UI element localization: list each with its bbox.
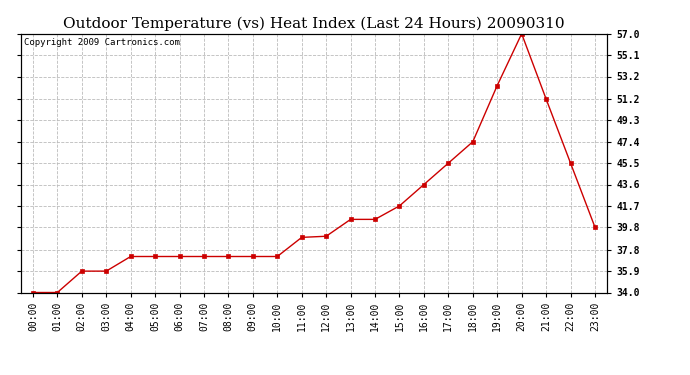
Text: Copyright 2009 Cartronics.com: Copyright 2009 Cartronics.com bbox=[23, 38, 179, 46]
Title: Outdoor Temperature (vs) Heat Index (Last 24 Hours) 20090310: Outdoor Temperature (vs) Heat Index (Las… bbox=[63, 17, 564, 31]
